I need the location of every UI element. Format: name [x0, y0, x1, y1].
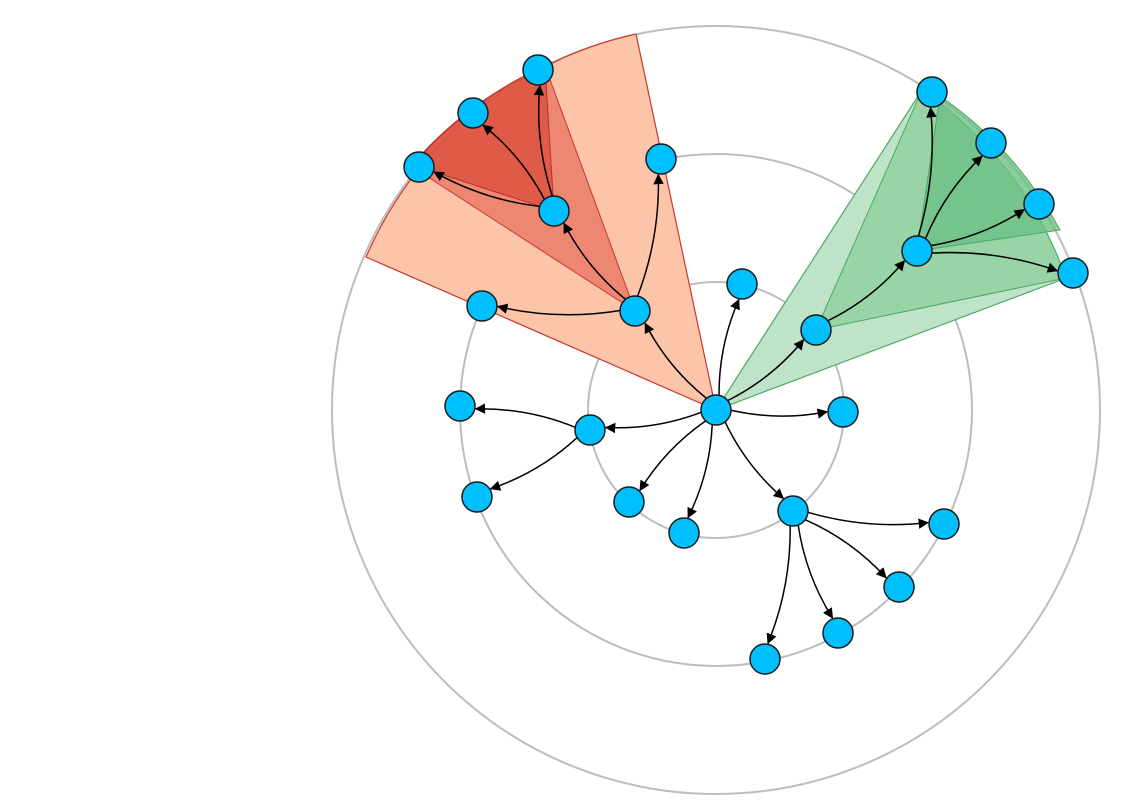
- edge: [730, 408, 829, 419]
- node: [827, 396, 859, 428]
- edge: [718, 298, 740, 396]
- node: [466, 290, 498, 322]
- edge: [639, 420, 707, 492]
- edge: [482, 124, 546, 200]
- edge: [827, 260, 906, 322]
- edge: [636, 173, 664, 297]
- node: [822, 617, 854, 649]
- node: [457, 97, 489, 129]
- edge: [807, 511, 930, 529]
- node: [726, 268, 758, 300]
- edge: [489, 437, 578, 491]
- node: [800, 314, 832, 346]
- edge: [474, 403, 576, 428]
- node: [574, 414, 606, 446]
- node: [522, 54, 554, 86]
- edge: [727, 339, 805, 402]
- node: [444, 390, 476, 422]
- sector: [916, 95, 1061, 252]
- node: [901, 235, 933, 267]
- edge: [724, 421, 785, 499]
- edge: [496, 303, 621, 316]
- edge: [533, 84, 554, 197]
- node: [916, 76, 948, 108]
- edge: [604, 411, 702, 434]
- edge: [433, 171, 540, 208]
- node: [403, 151, 435, 183]
- nodes: [403, 54, 1089, 675]
- node: [538, 195, 570, 227]
- edge: [644, 322, 707, 399]
- edge: [924, 155, 983, 239]
- node: [700, 394, 732, 426]
- node: [883, 571, 915, 603]
- node: [749, 643, 781, 675]
- node: [975, 127, 1007, 159]
- edge: [931, 251, 1059, 273]
- edge: [917, 106, 937, 237]
- node: [928, 508, 960, 540]
- node: [668, 517, 700, 549]
- edges: [433, 84, 1059, 645]
- edge: [687, 424, 713, 519]
- edge: [797, 524, 834, 619]
- node: [619, 295, 651, 327]
- edge: [930, 209, 1025, 247]
- edge: [563, 222, 627, 300]
- node: [1057, 257, 1089, 289]
- node: [461, 481, 493, 513]
- edge: [766, 525, 791, 645]
- node: [613, 486, 645, 518]
- edge: [804, 519, 887, 579]
- node: [1023, 188, 1055, 220]
- node: [645, 143, 677, 175]
- node: [777, 495, 809, 527]
- ring: [331, 25, 1101, 795]
